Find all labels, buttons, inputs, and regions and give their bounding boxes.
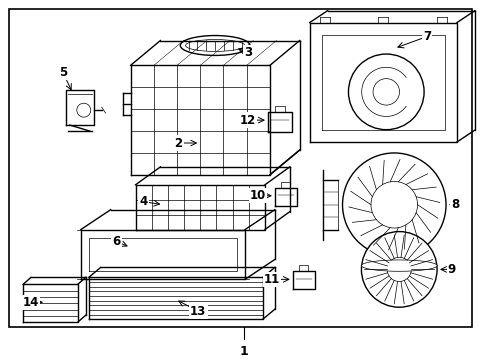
Ellipse shape	[361, 260, 436, 271]
Text: 10: 10	[249, 189, 265, 202]
Circle shape	[386, 257, 410, 282]
Text: 13: 13	[190, 305, 206, 318]
Circle shape	[372, 78, 399, 105]
Circle shape	[361, 231, 436, 307]
Text: 9: 9	[447, 263, 455, 276]
Circle shape	[383, 194, 404, 215]
Text: 12: 12	[240, 114, 256, 127]
Text: 4: 4	[139, 195, 147, 208]
Text: 7: 7	[422, 30, 430, 43]
Circle shape	[348, 54, 423, 130]
Text: 1: 1	[239, 345, 248, 357]
Text: 3: 3	[244, 46, 251, 59]
Text: 5: 5	[59, 66, 67, 79]
Circle shape	[370, 181, 417, 228]
Text: 2: 2	[174, 136, 182, 149]
Text: 11: 11	[263, 273, 280, 286]
Text: 6: 6	[112, 235, 121, 248]
Ellipse shape	[180, 36, 249, 55]
Text: 8: 8	[450, 198, 458, 211]
Circle shape	[77, 103, 91, 117]
Ellipse shape	[185, 40, 244, 51]
Text: 14: 14	[23, 296, 39, 309]
Bar	[9, 9, 471, 327]
